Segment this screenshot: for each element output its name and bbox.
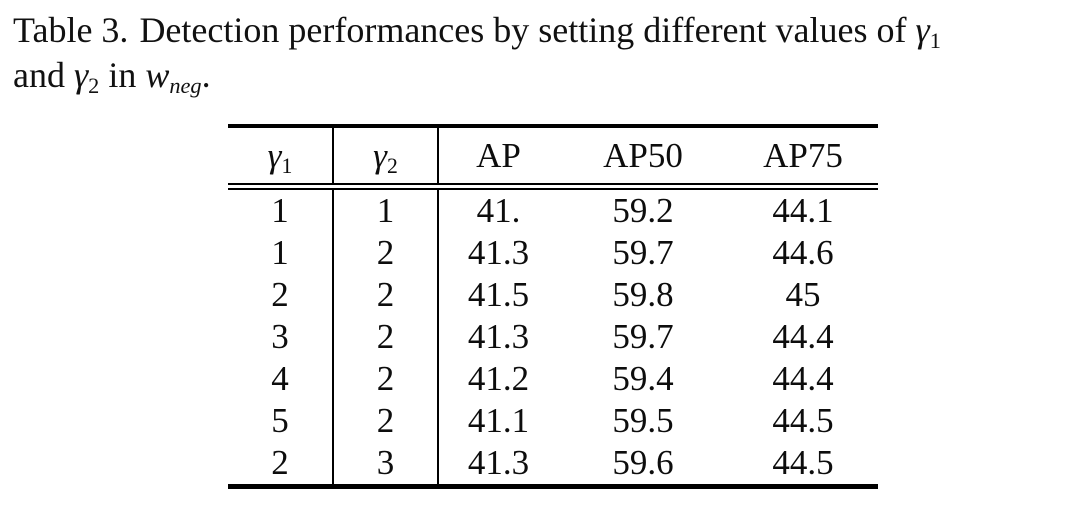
gamma2-symbol: γ2 xyxy=(73,55,100,99)
table-row: 1 2 41.3 59.7 44.6 xyxy=(228,232,878,274)
cell-ap: 41.1 xyxy=(467,401,530,440)
cell-gamma2: 2 xyxy=(333,316,439,358)
cell-ap50: 59.6 xyxy=(612,443,674,482)
cell-ap50: 59.7 xyxy=(612,233,674,272)
cell-ap-best: 41.5 xyxy=(467,275,530,314)
col-header-ap75: AP75 xyxy=(728,126,878,190)
cell-gamma1: 3 xyxy=(228,316,334,358)
table-row: 2 2 41.5 59.8 45 xyxy=(228,274,878,316)
cell-gamma1: 1 xyxy=(228,186,334,232)
cell-gamma1: 2 xyxy=(228,442,334,487)
cell-ap: 41.2 xyxy=(467,359,530,398)
caption-line-1: Table 3. Detection performances by settin… xyxy=(13,8,1071,53)
col-header-ap: AP xyxy=(438,126,558,190)
cell-gamma1: 2 xyxy=(228,274,334,316)
caption-and: and xyxy=(13,55,65,95)
cell-ap75: 44.5 xyxy=(772,401,834,440)
w-neg-symbol: wneg xyxy=(145,55,202,99)
cell-ap50: 59.2 xyxy=(612,191,674,230)
cell-ap75: 44.6 xyxy=(772,233,834,272)
table-caption: Table 3. Detection performances by settin… xyxy=(13,8,1071,98)
caption-text: Detection performances by setting differ… xyxy=(139,10,907,50)
caption-line-2: and γ2 in wneg. xyxy=(13,53,1071,98)
cell-ap75: 45 xyxy=(785,275,821,314)
table-row: 1 1 41. 59.2 44.1 xyxy=(228,186,878,232)
gamma1-symbol: γ1 xyxy=(915,10,941,54)
cell-gamma2: 1 xyxy=(333,186,439,232)
table-row: 2 3 41.3 59.6 44.5 xyxy=(228,442,878,487)
results-table: γ1 γ2 AP AP50 AP75 1 1 41. 59.2 44.1 1 2… xyxy=(228,124,878,489)
cell-gamma2: 2 xyxy=(333,274,439,316)
cell-ap75: 44.1 xyxy=(772,191,834,230)
cell-ap: 41.3 xyxy=(467,317,530,356)
table-row: 4 2 41.2 59.4 44.4 xyxy=(228,358,878,400)
cell-ap50: 59.7 xyxy=(612,317,674,356)
cell-ap75: 44.5 xyxy=(772,443,834,482)
table-row: 3 2 41.3 59.7 44.4 xyxy=(228,316,878,358)
cell-gamma2: 2 xyxy=(333,358,439,400)
cell-gamma2: 2 xyxy=(333,232,439,274)
cell-gamma2: 2 xyxy=(333,400,439,442)
cell-ap50: 59.4 xyxy=(612,359,674,398)
col-header-ap50: AP50 xyxy=(558,126,728,190)
cell-gamma1: 5 xyxy=(228,400,334,442)
cell-ap75: 44.4 xyxy=(772,317,834,356)
col-header-gamma2: γ2 xyxy=(333,126,439,190)
caption-label: Table 3. xyxy=(13,10,129,50)
cell-gamma1: 1 xyxy=(228,232,334,274)
col-header-gamma1: γ1 xyxy=(228,126,334,190)
cell-gamma2: 3 xyxy=(333,442,439,487)
header-row: γ1 γ2 AP AP50 AP75 xyxy=(228,126,878,190)
cell-ap: 41. xyxy=(476,191,521,230)
cell-gamma1: 4 xyxy=(228,358,334,400)
cell-ap50: 59.8 xyxy=(612,275,674,314)
cell-ap75: 44.4 xyxy=(772,359,834,398)
caption-in: in xyxy=(108,55,137,95)
caption-period: . xyxy=(201,55,211,95)
cell-ap: 41.3 xyxy=(467,233,530,272)
cell-ap50: 59.5 xyxy=(612,401,674,440)
cell-ap: 41.3 xyxy=(467,443,530,482)
table-row: 5 2 41.1 59.5 44.5 xyxy=(228,400,878,442)
